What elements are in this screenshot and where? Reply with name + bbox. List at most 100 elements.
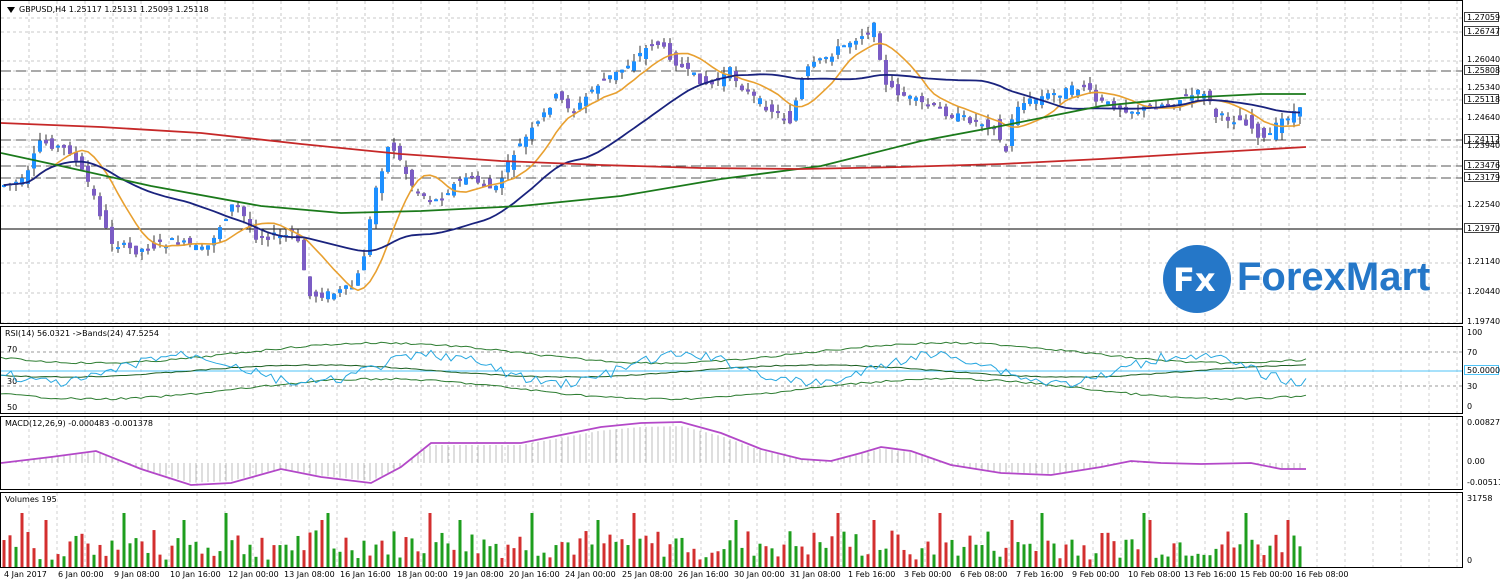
rsi-panel[interactable]: RSI(14) 56.0321 ->Bands(24) 47.5254 70 3… (0, 326, 1463, 414)
volume-bar (740, 547, 744, 567)
volumes-panel[interactable]: Volumes 195 (0, 492, 1463, 568)
volume-bar (422, 553, 426, 567)
candle-bear (1256, 123, 1260, 138)
volume-bar (2, 540, 6, 567)
volume-bar (272, 545, 276, 567)
candle-bear (668, 43, 672, 60)
price-chart[interactable] (1, 1, 1463, 324)
candle-bull (1268, 133, 1272, 136)
candle-bull (590, 89, 594, 92)
volume-bar (1220, 544, 1224, 567)
volume-bar (620, 539, 624, 567)
volume-bar (530, 513, 534, 567)
volume-bar (1046, 540, 1050, 567)
candle-bull (614, 71, 618, 81)
candle-bull (1070, 85, 1074, 95)
volume-bar (980, 545, 984, 567)
candle-bull (812, 61, 816, 67)
rsi-axis-0: 0 (1467, 402, 1473, 411)
macd-panel[interactable]: MACD(12,26,9) -0.000483 -0.001378 (0, 416, 1463, 490)
volume-bar (914, 559, 918, 567)
candle-bull (1106, 101, 1110, 105)
candle-bear (938, 106, 942, 109)
candle-bull (1178, 100, 1182, 106)
volume-bar (206, 547, 210, 567)
candle-bear (998, 119, 1002, 140)
candle-bull (608, 75, 612, 80)
volume-bar (608, 534, 612, 567)
candle-bear (176, 242, 180, 245)
price-tag: 1.25808 (1464, 65, 1500, 75)
candle-bull (494, 185, 498, 191)
candle-bull (368, 219, 372, 256)
volume-bar (188, 544, 192, 567)
volume-bar (440, 532, 444, 567)
ma-fast-line (3, 42, 1301, 292)
price-axis[interactable]: 1.27059 1.26747 1.26040 1.25808 1.25340 1.251… (1463, 0, 1500, 326)
candle-bear (896, 84, 900, 96)
candle-bear (308, 276, 312, 297)
candle-bear (470, 175, 474, 178)
rsi-axis[interactable]: 100 70 50.0000 30 0 (1463, 326, 1500, 414)
candle-bear (1124, 106, 1128, 113)
volume-bar (26, 532, 30, 567)
price-tag: 1.21970 (1464, 223, 1500, 233)
volume-bar (44, 520, 48, 567)
volume-bar (140, 541, 144, 567)
chevron-down-icon[interactable] (7, 6, 15, 13)
candle-bull (1034, 99, 1038, 104)
candle-bull (530, 127, 534, 140)
candle-bear (746, 89, 750, 92)
volume-bar (1016, 542, 1020, 567)
rsi-level-30: 30 (7, 377, 18, 386)
volume-bar (1022, 544, 1026, 567)
ma-mid-line (3, 73, 1301, 252)
candle-bull (170, 238, 174, 241)
volume-bar (1010, 520, 1014, 567)
volume-bar (1142, 513, 1146, 567)
candle-bull (1046, 93, 1050, 99)
candle-bear (488, 178, 492, 189)
candle-bear (1214, 108, 1218, 118)
volume-bar (800, 546, 804, 567)
candle-bull (728, 67, 732, 79)
volumes-axis[interactable]: 31758 0 (1463, 492, 1500, 568)
volume-bar (758, 543, 762, 567)
volume-bar (926, 541, 930, 567)
candle-bull (794, 100, 798, 121)
candle-bear (158, 239, 162, 242)
volume-bar (1160, 554, 1164, 567)
macd-chart[interactable] (1, 417, 1463, 490)
macd-axis-zero: 0.00 (1467, 457, 1485, 466)
volumes-chart[interactable] (1, 493, 1463, 568)
macd-axis[interactable]: 0.008274 0.00 -0.005115 (1463, 416, 1500, 490)
volume-bar (1214, 548, 1218, 567)
candle-bear (1184, 94, 1188, 97)
volume-bar (296, 535, 300, 567)
candle-bear (320, 292, 324, 298)
volume-bar (986, 531, 990, 567)
candle-bear (566, 98, 570, 109)
volume-bar (854, 534, 858, 567)
volume-bar (1166, 556, 1170, 567)
candle-bull (1220, 113, 1224, 116)
candle-bull (344, 285, 348, 289)
volume-bar (350, 550, 354, 567)
time-axis[interactable]: 4 Jan 2017 6 Jan 00:00 9 Jan 08:00 10 Jan 1… (0, 568, 1500, 585)
candle-bear (458, 178, 462, 181)
candle-bull (722, 73, 726, 87)
volume-bar (1058, 558, 1062, 567)
volume-bar (506, 544, 510, 567)
candle-bull (620, 69, 624, 73)
volume-bar (578, 538, 582, 567)
rsi-chart[interactable] (1, 327, 1463, 414)
time-axis-label: 9 Feb 00:00 (1072, 570, 1120, 579)
candle-bear (902, 92, 906, 96)
candle-bull (644, 48, 648, 60)
candle-bull (338, 289, 342, 293)
volume-bar (830, 536, 834, 567)
volume-bar (1286, 520, 1290, 567)
price-chart-panel[interactable]: GBPUSD,H4 1.25117 1.25131 1.25093 1.2511… (0, 0, 1463, 324)
candle-bear (74, 152, 78, 161)
rsi-level-tag: 50.0000 (1464, 365, 1500, 375)
